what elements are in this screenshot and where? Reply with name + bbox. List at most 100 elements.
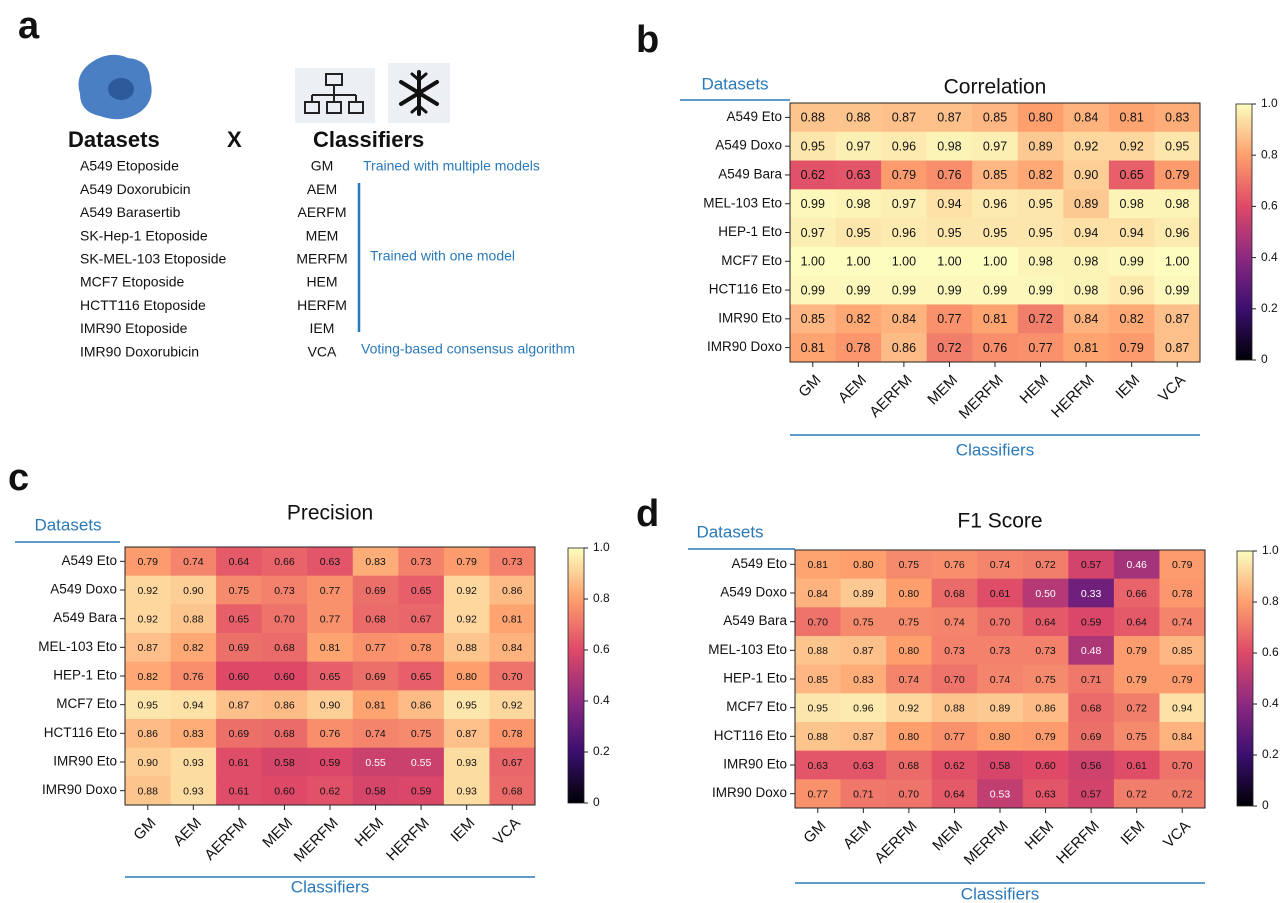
colorbar-tick-label: 1.0 <box>1261 96 1278 110</box>
cell-label: 0.98 <box>937 139 961 153</box>
x-tick-label: IEM <box>1112 372 1143 403</box>
colorbar-tick-label: 0 <box>593 795 600 809</box>
cell-label: 0.72 <box>1172 788 1193 800</box>
cell-label: 0.87 <box>853 645 874 657</box>
cell-label: 0.76 <box>944 559 965 571</box>
heat-cell <box>398 690 445 720</box>
heat-cell <box>1068 722 1115 752</box>
cell-label: 0.89 <box>1074 197 1098 211</box>
heat-cell <box>977 779 1024 809</box>
heat-cell <box>443 575 490 605</box>
heat-cell <box>307 747 354 777</box>
heat-cell <box>1063 304 1110 334</box>
cell-label: 0.84 <box>892 312 916 326</box>
y-tick-label: HEP-1 Eto <box>723 671 787 686</box>
heat-cell <box>1108 189 1155 219</box>
heat-cell <box>1113 722 1160 752</box>
heat-cell <box>125 690 172 720</box>
heat-cell <box>977 664 1024 694</box>
cell-label: 0.92 <box>456 613 477 625</box>
heat-cell <box>790 218 837 248</box>
heat-cell <box>795 664 842 694</box>
y-tick-label: A549 Doxo <box>50 582 117 597</box>
cell-label: 0.99 <box>1119 255 1143 269</box>
heat-cell <box>1108 131 1155 162</box>
cell-label: 0.72 <box>1126 788 1147 800</box>
cell-label: 0.60 <box>274 671 295 683</box>
heat-cell <box>489 776 536 806</box>
heat-cell <box>216 719 263 749</box>
heat-cell <box>972 304 1019 334</box>
cell-icon <box>78 54 152 120</box>
heat-cell <box>790 189 837 219</box>
heat-cell <box>216 690 263 720</box>
heat-cell <box>795 607 842 637</box>
heat-cell <box>881 189 928 219</box>
heat-cell <box>972 103 1019 133</box>
heat-cell <box>790 246 837 277</box>
heat-cell <box>795 750 842 780</box>
heat-cell <box>261 575 308 605</box>
heat-cell <box>398 547 445 577</box>
cell-label: 0.98 <box>846 197 870 211</box>
cell-label: 0.81 <box>320 642 341 654</box>
cell-label: 0.72 <box>1035 559 1056 571</box>
cell-label: 0.66 <box>274 556 295 568</box>
heat-cell <box>977 722 1024 752</box>
cell-label: 0.70 <box>808 616 829 628</box>
cell-label: 0.68 <box>365 613 386 625</box>
cell-label: 0.96 <box>853 702 874 714</box>
cell-label: 0.85 <box>808 674 829 686</box>
cell-label: 0.57 <box>1081 788 1102 800</box>
cell-label: 0.75 <box>853 616 874 628</box>
heat-cell <box>261 633 308 663</box>
cell-label: 0.94 <box>937 197 961 211</box>
cell-label: 0.64 <box>944 788 965 800</box>
y-tick-label: MCF7 Eto <box>721 253 782 268</box>
heat-cell <box>1154 304 1201 334</box>
dataset-item: MCF7 Etoposide <box>80 274 184 290</box>
heat-cell <box>840 550 887 580</box>
cell-label: 0.33 <box>1081 588 1102 600</box>
heat-cell <box>216 661 263 691</box>
heat-cell <box>926 160 973 190</box>
heat-cell <box>886 550 933 580</box>
cell-label: 0.65 <box>1119 168 1143 182</box>
cell-label: 0.97 <box>846 139 870 153</box>
cell-label: 0.99 <box>801 283 825 297</box>
cell-label: 0.87 <box>1165 341 1189 355</box>
cell-label: 0.88 <box>456 642 477 654</box>
cross-symbol: X <box>227 127 242 152</box>
dataset-item: IMR90 Etoposide <box>80 320 188 336</box>
heat-cell <box>307 690 354 720</box>
heat-cell <box>790 160 837 190</box>
cell-label: 0.72 <box>1126 702 1147 714</box>
x-tick-label: MEM <box>259 815 296 852</box>
cell-label: 0.89 <box>853 588 874 600</box>
heat-cell <box>307 547 354 577</box>
heat-cell <box>261 776 308 806</box>
heat-cell <box>886 750 933 780</box>
cell-label: 0.98 <box>1074 255 1098 269</box>
heat-cell <box>795 779 842 809</box>
chart-title: Correlation <box>944 76 1047 99</box>
heat-cell <box>972 333 1019 363</box>
heat-cell <box>1022 750 1069 780</box>
heat-cell <box>1159 550 1206 580</box>
heat-cell <box>1017 160 1064 190</box>
colorbar-tick-label: 0.4 <box>1261 250 1278 264</box>
heat-cell <box>926 304 973 334</box>
cell-label: 0.76 <box>937 168 961 182</box>
cell-label: 0.61 <box>990 588 1011 600</box>
heat-cell <box>1022 693 1069 723</box>
cell-label: 0.77 <box>320 585 341 597</box>
classifier-item: HEM <box>306 274 337 290</box>
cell-label: 0.73 <box>411 556 432 568</box>
cell-label: 0.70 <box>1172 760 1193 772</box>
cell-label: 0.99 <box>1165 283 1189 297</box>
x-tick-label: MEM <box>929 818 966 855</box>
cell-label: 0.87 <box>456 728 477 740</box>
x-tick-label: HERFM <box>1053 818 1103 868</box>
x-tick-label: AEM <box>840 818 875 853</box>
cell-label: 0.92 <box>138 613 159 625</box>
